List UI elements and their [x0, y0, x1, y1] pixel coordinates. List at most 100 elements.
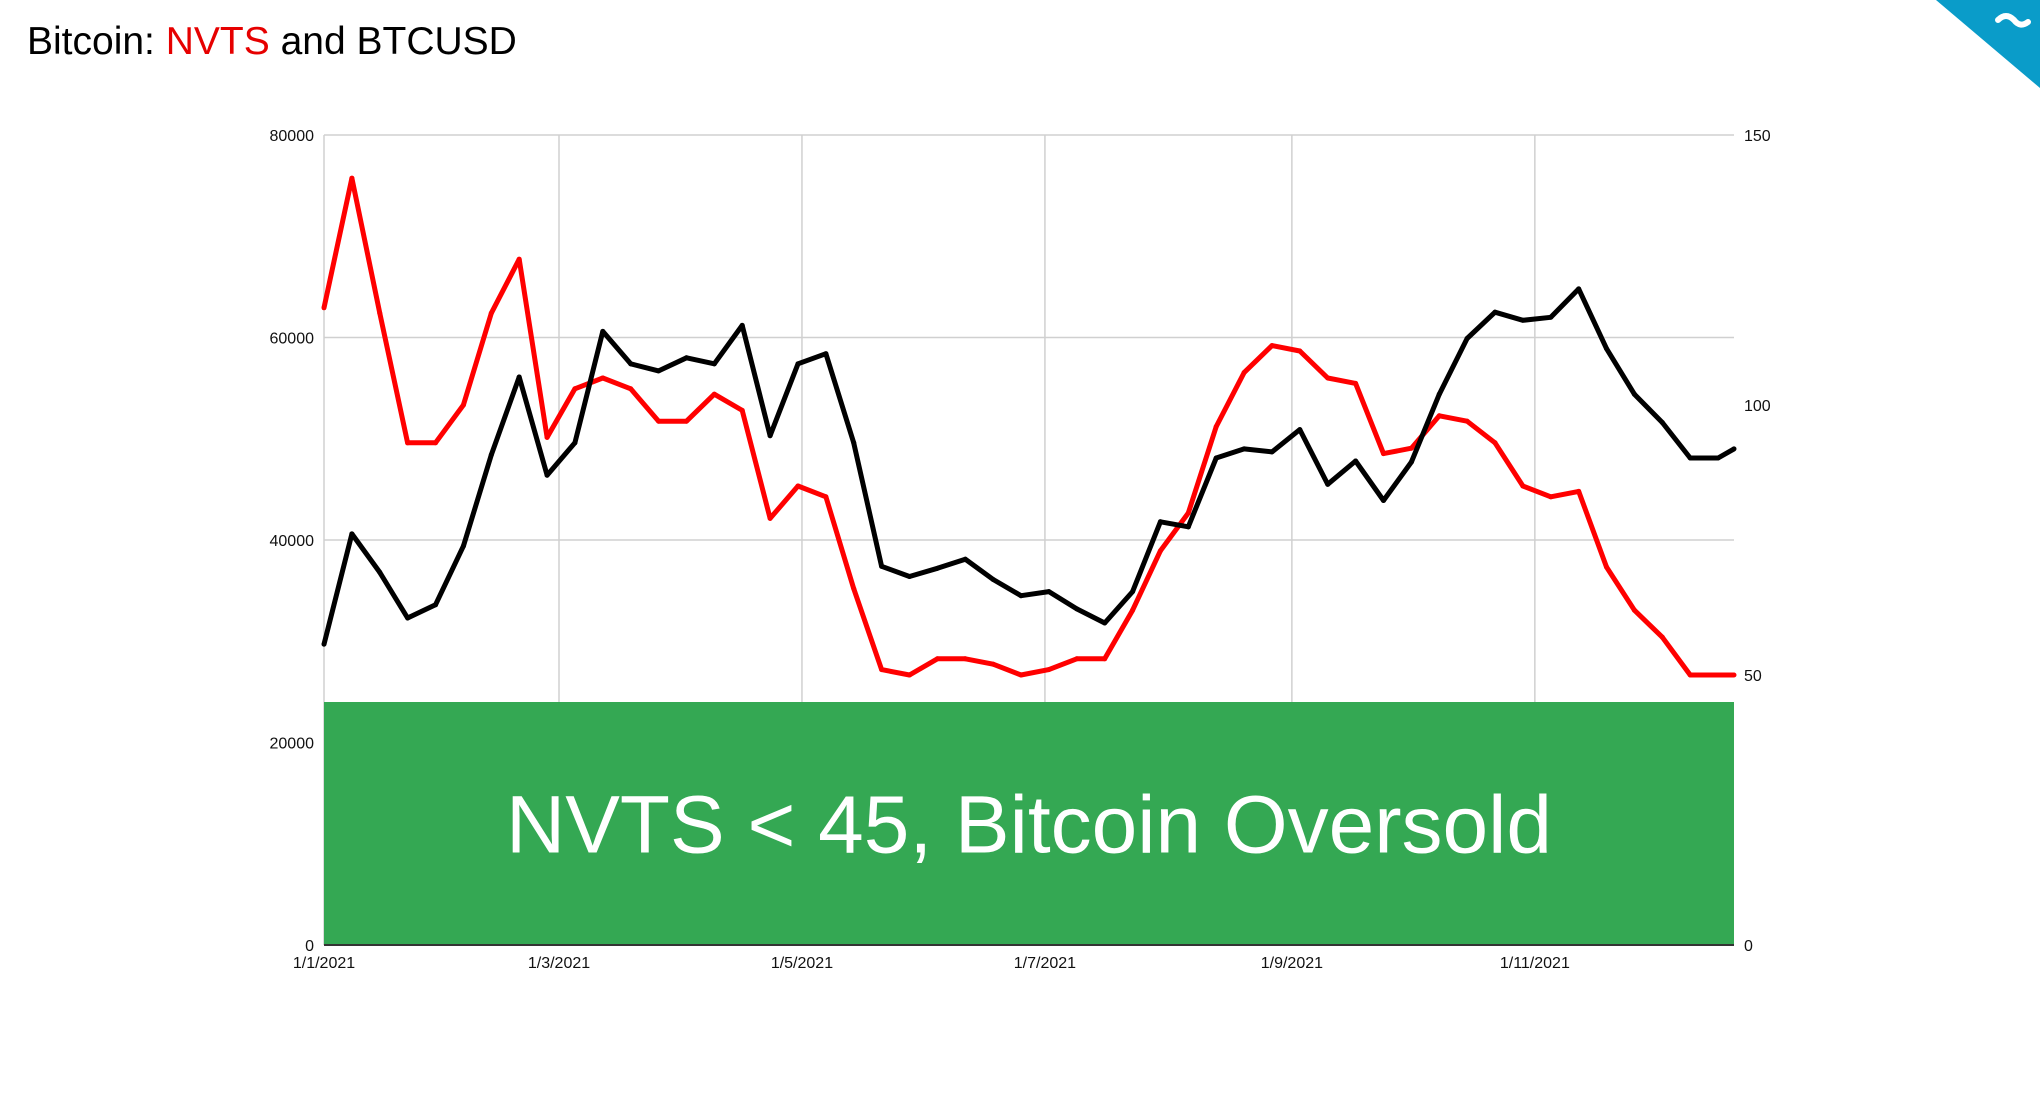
data-point-btcusd [1269, 449, 1275, 455]
data-point-nvts [488, 310, 494, 316]
data-point-nvts [1185, 510, 1191, 516]
series-lines [321, 175, 1737, 678]
y-right-tick-label: 150 [1744, 128, 1771, 145]
data-point-btcusd [1520, 317, 1526, 323]
data-point-btcusd [321, 641, 327, 647]
data-point-nvts [349, 175, 355, 181]
data-point-nvts [1731, 672, 1737, 678]
data-point-nvts [1687, 672, 1693, 678]
data-point-nvts [1492, 440, 1498, 446]
data-point-nvts [1659, 634, 1665, 640]
data-point-btcusd [1731, 446, 1737, 452]
data-point-btcusd [1715, 455, 1721, 461]
data-point-nvts [1604, 564, 1610, 570]
data-point-btcusd [851, 440, 857, 446]
y-right-tick-label: 100 [1744, 398, 1771, 415]
data-point-nvts [1548, 494, 1554, 500]
data-point-btcusd [1436, 391, 1442, 397]
data-point-nvts [1631, 607, 1637, 613]
data-point-btcusd [823, 351, 829, 357]
y-left-tick-label: 40000 [270, 533, 315, 550]
data-point-nvts [851, 586, 857, 592]
data-point-btcusd [907, 573, 913, 579]
data-point-btcusd [683, 355, 689, 361]
data-point-btcusd [628, 361, 634, 367]
data-point-nvts [377, 310, 383, 316]
data-point-btcusd [405, 615, 411, 621]
data-point-btcusd [1213, 455, 1219, 461]
data-point-nvts [516, 256, 522, 262]
data-point-btcusd [1046, 589, 1052, 595]
data-point-btcusd [544, 472, 550, 478]
data-point-btcusd [460, 543, 466, 549]
data-point-btcusd [349, 531, 355, 537]
data-point-nvts [711, 391, 717, 397]
x-tick-label: 1/3/2021 [528, 955, 590, 972]
data-point-btcusd [990, 576, 996, 582]
data-point-nvts [767, 515, 773, 521]
data-point-nvts [1715, 672, 1721, 678]
data-point-nvts [962, 656, 968, 662]
data-point-btcusd [934, 565, 940, 571]
oversold-zone [324, 702, 1734, 945]
data-point-nvts [739, 407, 745, 413]
data-point-btcusd [1157, 519, 1163, 525]
brand-corner-logo-icon [1936, 0, 2040, 88]
data-point-nvts [1380, 451, 1386, 457]
data-point-nvts [1018, 672, 1024, 678]
data-point-nvts [879, 667, 885, 673]
data-point-btcusd [1325, 481, 1331, 487]
data-point-nvts [795, 483, 801, 489]
data-point-nvts [1576, 488, 1582, 494]
data-point-btcusd [1492, 309, 1498, 315]
y-right-tick-label: 0 [1744, 938, 1753, 955]
data-point-nvts [1520, 483, 1526, 489]
data-point-nvts [600, 375, 606, 381]
data-point-btcusd [1604, 346, 1610, 352]
data-point-nvts [1241, 370, 1247, 376]
data-point-btcusd [739, 322, 745, 328]
data-point-nvts [990, 661, 996, 667]
data-point-nvts [823, 494, 829, 500]
y-right-tick-label: 50 [1744, 668, 1762, 685]
data-point-nvts [1464, 418, 1470, 424]
data-point-nvts [460, 402, 466, 408]
data-point-nvts [1102, 656, 1108, 662]
data-point-nvts [907, 672, 913, 678]
data-point-btcusd [1408, 459, 1414, 465]
data-point-btcusd [1297, 427, 1303, 433]
oversold-label: NVTS < 45, Bitcoin Oversold [506, 780, 1552, 871]
data-point-nvts [1130, 607, 1136, 613]
data-point-btcusd [572, 440, 578, 446]
oversold-annotation: NVTS < 45, Bitcoin Oversold [324, 702, 1734, 945]
data-point-btcusd [600, 328, 606, 334]
title-suffix: and BTCUSD [269, 20, 517, 63]
data-point-nvts [433, 440, 439, 446]
data-point-btcusd [767, 433, 773, 439]
data-point-nvts [1157, 548, 1163, 554]
data-point-nvts [1436, 413, 1442, 419]
x-tick-label: 1/9/2021 [1261, 955, 1323, 972]
y-left-tick-label: 80000 [270, 128, 315, 145]
y-left-tick-label: 20000 [270, 736, 315, 753]
data-point-btcusd [656, 368, 662, 374]
chart-title: Bitcoin: NVTS and BTCUSD [27, 20, 517, 64]
title-prefix: Bitcoin: [27, 20, 166, 63]
data-point-nvts [405, 440, 411, 446]
data-point-nvts [572, 386, 578, 392]
data-point-nvts [1408, 445, 1414, 451]
data-point-btcusd [711, 361, 717, 367]
axes: 0 20000 40000 60000 80000 0 50 100 150 1/1/2021 1/… [270, 128, 1771, 972]
data-point-btcusd [879, 563, 885, 569]
data-point-btcusd [1464, 336, 1470, 342]
data-point-btcusd [1353, 458, 1359, 464]
data-point-btcusd [1185, 524, 1191, 530]
x-tick-label: 1/1/2021 [293, 955, 355, 972]
data-point-btcusd [1241, 446, 1247, 452]
data-point-nvts [1325, 375, 1331, 381]
data-point-btcusd [1102, 620, 1108, 626]
data-point-btcusd [1659, 420, 1665, 426]
data-point-nvts [1353, 380, 1359, 386]
y-left-tick-label: 60000 [270, 331, 315, 348]
